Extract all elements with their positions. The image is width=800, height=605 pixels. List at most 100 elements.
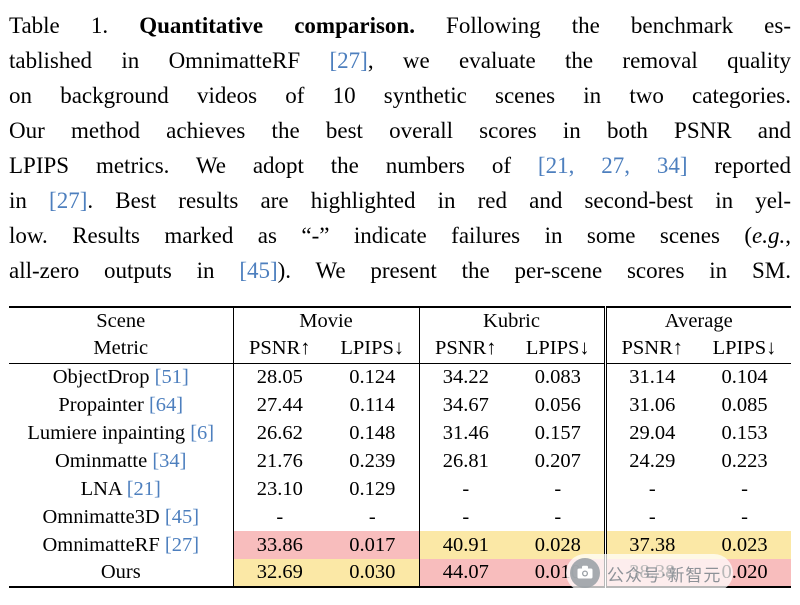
caption-line: on background videos of 10 synthetic sce… [9, 78, 791, 113]
caption-line: Table 1. Quantitative comparison. Follow… [9, 8, 791, 43]
metric-value: 31.06 [603, 391, 698, 419]
lpips-header: LPIPS↓ [326, 335, 419, 364]
method-name-cell: Ours [9, 559, 233, 587]
caption-text: ). We present the per-scene scores in SM… [277, 258, 791, 283]
camera-icon [569, 557, 601, 589]
metric-value: 34.67 [418, 391, 512, 419]
citation-link[interactable]: [27] [329, 48, 368, 73]
caption-text: low. Results marked as “-” indicate fail… [9, 223, 753, 248]
metric-value: 44.07 [418, 559, 512, 587]
citation-link[interactable]: [51] [154, 365, 189, 388]
metric-header-row: Metric PSNR↑ LPIPS↓ PSNR↑ LPIPS↓ PSNR↑ L… [9, 335, 791, 364]
metric-value: 0.129 [349, 477, 396, 500]
scene-column-header: Scene [96, 310, 146, 332]
caption-text: reported [687, 153, 791, 178]
metric-value: - [741, 477, 748, 500]
metric-value: 0.223 [721, 449, 768, 472]
metric-value: - [741, 505, 748, 528]
method-name-cell: ObjectDrop [51] [9, 363, 233, 391]
table-row: LNA [21] 23.10 0.129- - - - [9, 475, 791, 503]
metric-value: 28.05 [232, 363, 326, 391]
metric-value: 33.86 [232, 531, 326, 559]
caption-text: , we evaluate the removal quality [367, 48, 791, 73]
method-label: Ominmatte [54, 449, 148, 472]
caption-line: LPIPS metrics. We adopt the numbers of [… [9, 148, 791, 183]
citation-link[interactable]: [27] [49, 188, 88, 213]
caption-text: e.g. [752, 223, 786, 248]
group-header-kubric: Kubric [418, 307, 605, 335]
metric-value: 0.239 [349, 449, 396, 472]
metric-value: 0.124 [349, 365, 396, 388]
caption-text: all-zero outputs in [9, 258, 240, 283]
caption-line: tablished in OmnimatteRF [27], we evalua… [9, 43, 791, 78]
caption-line: Our method achieves the best overall sco… [9, 113, 791, 148]
metric-value: 31.14 [603, 363, 698, 391]
metric-value: - [232, 503, 326, 531]
table-row: Propainter [64] 27.44 0.114 34.67 0.056 31.06… [9, 391, 791, 419]
caption-text: . Best results are highlighted in red an… [87, 188, 791, 213]
caption-line: all-zero outputs in [45]). We present th… [9, 253, 791, 288]
metric-column-header: Metric [9, 335, 233, 364]
citation-link[interactable]: [27] [164, 533, 200, 556]
metric-value: - [418, 475, 512, 503]
lpips-header: LPIPS↓ [698, 335, 791, 364]
caption-line: in [27]. Best results are highlighted in… [9, 183, 791, 218]
metric-value: 29.04 [603, 419, 698, 447]
method-label: OmnimatteRF [42, 533, 160, 556]
citation-link[interactable]: [6] [190, 421, 215, 444]
metric-value: 24.29 [603, 447, 698, 475]
metric-value: 32.69 [232, 559, 326, 587]
caption-line: low. Results marked as “-” indicate fail… [9, 218, 791, 253]
metric-value: 0.017 [326, 531, 419, 559]
table-row: Omnimatte3D [45] - - - - - - [9, 503, 791, 531]
metric-value: 0.085 [721, 393, 768, 416]
method-label: LNA [80, 477, 122, 500]
table-row: Ominmatte [34] 21.76 0.239 26.81 0.207 24.29 0… [9, 447, 791, 475]
method-label: Lumiere inpainting [27, 421, 186, 444]
citation-link[interactable]: [45] [239, 258, 278, 283]
method-name-cell: Lumiere inpainting [6] [9, 419, 233, 447]
citation-link[interactable]: [21, 27, 34] [537, 153, 688, 178]
group-header-row: Scene Movie Kubric Average [9, 307, 791, 335]
metric-value: 0.153 [721, 421, 768, 444]
method-name-cell: Propainter [64] [9, 391, 233, 419]
caption-text: , [785, 223, 791, 248]
group-header-movie: Movie [232, 307, 419, 335]
caption-text: Quantitative comparison. [139, 13, 415, 38]
metric-value: 0.056 [534, 393, 581, 416]
caption-text: LPIPS metrics. We adopt the numbers of [9, 153, 538, 178]
metric-value: - [368, 505, 376, 528]
metric-value: 0.114 [349, 393, 395, 416]
metric-value: - [554, 477, 562, 500]
method-name-cell: Omnimatte3D [45] [9, 503, 233, 531]
psnr-header: PSNR↑ [418, 335, 512, 364]
method-name-cell: Ominmatte [34] [9, 447, 233, 475]
metric-value: 0.083 [534, 365, 581, 388]
watermark-text: 公众号·新智元 [607, 565, 722, 586]
citation-link[interactable]: [64] [148, 393, 184, 416]
metric-value: 26.81 [418, 447, 512, 475]
metric-value: 0.104 [721, 365, 768, 388]
table-row: Lumiere inpainting [6] 26.62 0.148 31.46 0.1… [9, 419, 791, 447]
psnr-header: PSNR↑ [232, 335, 326, 364]
lpips-header: LPIPS↓ [512, 335, 605, 364]
caption-text: Our method achieves the best overall sco… [9, 118, 791, 143]
caption-text: Table 1. [9, 13, 140, 38]
method-name-cell: OmnimatteRF [27] [9, 531, 233, 559]
metric-value: 40.91 [418, 531, 512, 559]
group-header-average: Average [603, 307, 791, 335]
metric-value: - [418, 503, 512, 531]
table-row: OmnimatteRF [27] 33.86 0.017 40.91 0.028 37.3… [9, 531, 791, 559]
metric-value: 0.157 [534, 421, 581, 444]
method-label: ObjectDrop [52, 365, 150, 388]
method-label: Propainter [58, 393, 144, 416]
method-label: Ours [100, 561, 141, 583]
psnr-header: PSNR↑ [603, 335, 698, 364]
citation-link[interactable]: [45] [164, 505, 200, 528]
citation-link[interactable]: [34] [152, 449, 187, 472]
metric-value: 34.22 [418, 363, 512, 391]
citation-link[interactable]: [21] [126, 477, 161, 500]
metric-value: 26.62 [232, 419, 326, 447]
metric-value: 23.10 [232, 475, 326, 503]
